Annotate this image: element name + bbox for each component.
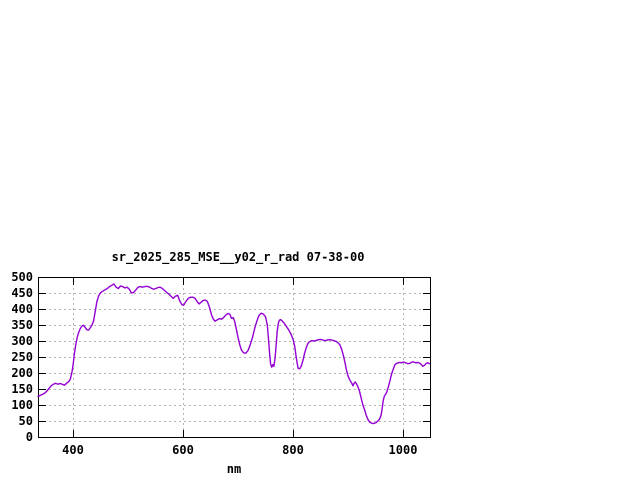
y-tick-label: 300 xyxy=(11,334,33,348)
x-tick-label: 600 xyxy=(172,443,194,457)
y-tick-label: 500 xyxy=(11,270,33,284)
y-tick-label: 0 xyxy=(25,430,33,444)
data-series-line xyxy=(37,283,431,425)
x-tick-label: 1000 xyxy=(388,443,418,457)
y-tick-label: 450 xyxy=(11,286,33,300)
x-axis-label: nm xyxy=(226,462,242,476)
x-tick-label: 400 xyxy=(62,443,84,457)
y-tick-label: 350 xyxy=(11,318,33,332)
y-tick-label: 250 xyxy=(11,350,33,364)
y-tick-label: 400 xyxy=(11,302,33,316)
y-tick-label: 150 xyxy=(11,382,33,396)
x-tick-label: 800 xyxy=(282,443,304,457)
plot-border xyxy=(38,277,431,438)
y-tick-label: 100 xyxy=(11,398,33,412)
y-tick-label: 200 xyxy=(11,366,33,380)
y-tick-label: 50 xyxy=(18,414,33,428)
chart-title: sr_2025_285_MSE__y02_r_rad 07-38-00 xyxy=(111,250,365,264)
